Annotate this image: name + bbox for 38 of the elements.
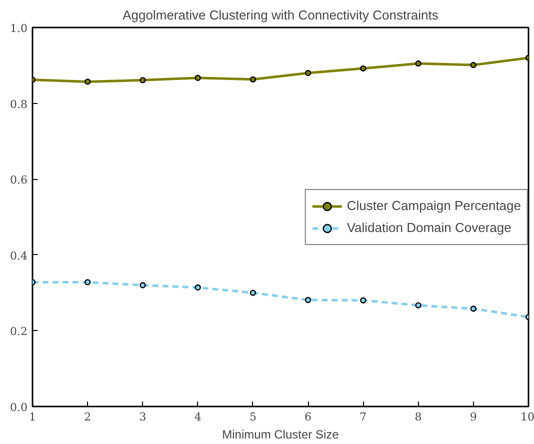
- point: [250, 290, 256, 296]
- point: [304, 296, 312, 304]
- x-tick-label: 7: [360, 410, 367, 424]
- x-axis-title: Minimum Cluster Size: [222, 428, 340, 442]
- x-tick-label: 1: [29, 410, 36, 424]
- point: [415, 302, 422, 308]
- x-tick-label: 6: [304, 410, 312, 424]
- y-tick-label: 0.4: [10, 249, 28, 262]
- y-tick-label: 0.6: [10, 174, 28, 187]
- y-tick-label: 1.0: [10, 22, 28, 35]
- point: [194, 284, 201, 291]
- point: [140, 77, 146, 84]
- y-tick-label: 0.8: [10, 98, 28, 111]
- point: [415, 60, 422, 67]
- point: [194, 74, 201, 81]
- chart-title: Aggolmerative Clustering with Connectivity Constraints: [122, 8, 439, 22]
- point: [470, 62, 476, 68]
- x-tick-label: 9: [470, 410, 477, 424]
- point: [470, 306, 476, 312]
- line-series: [32, 54, 528, 85]
- x-tick-label: 2: [84, 410, 92, 424]
- x-tick-label: 4: [194, 410, 202, 424]
- y-tick-label: 0.0: [10, 401, 28, 414]
- x-tick-label: 5: [249, 410, 256, 424]
- point: [84, 279, 91, 286]
- point: [360, 65, 366, 72]
- point: [84, 78, 91, 85]
- point: [140, 282, 146, 288]
- line-series: [32, 279, 528, 320]
- point: [360, 297, 366, 304]
- x-tick-label: 8: [414, 410, 422, 424]
- point: [250, 76, 256, 83]
- point: [304, 70, 312, 76]
- x-tick-label: 10: [520, 410, 534, 424]
- legend-label: Validation Domain Coverage: [346, 220, 512, 235]
- y-tick-label: 0.2: [10, 325, 28, 338]
- legend-label: Cluster Campaign Percentage: [346, 198, 521, 213]
- x-tick-label: 3: [139, 410, 146, 424]
